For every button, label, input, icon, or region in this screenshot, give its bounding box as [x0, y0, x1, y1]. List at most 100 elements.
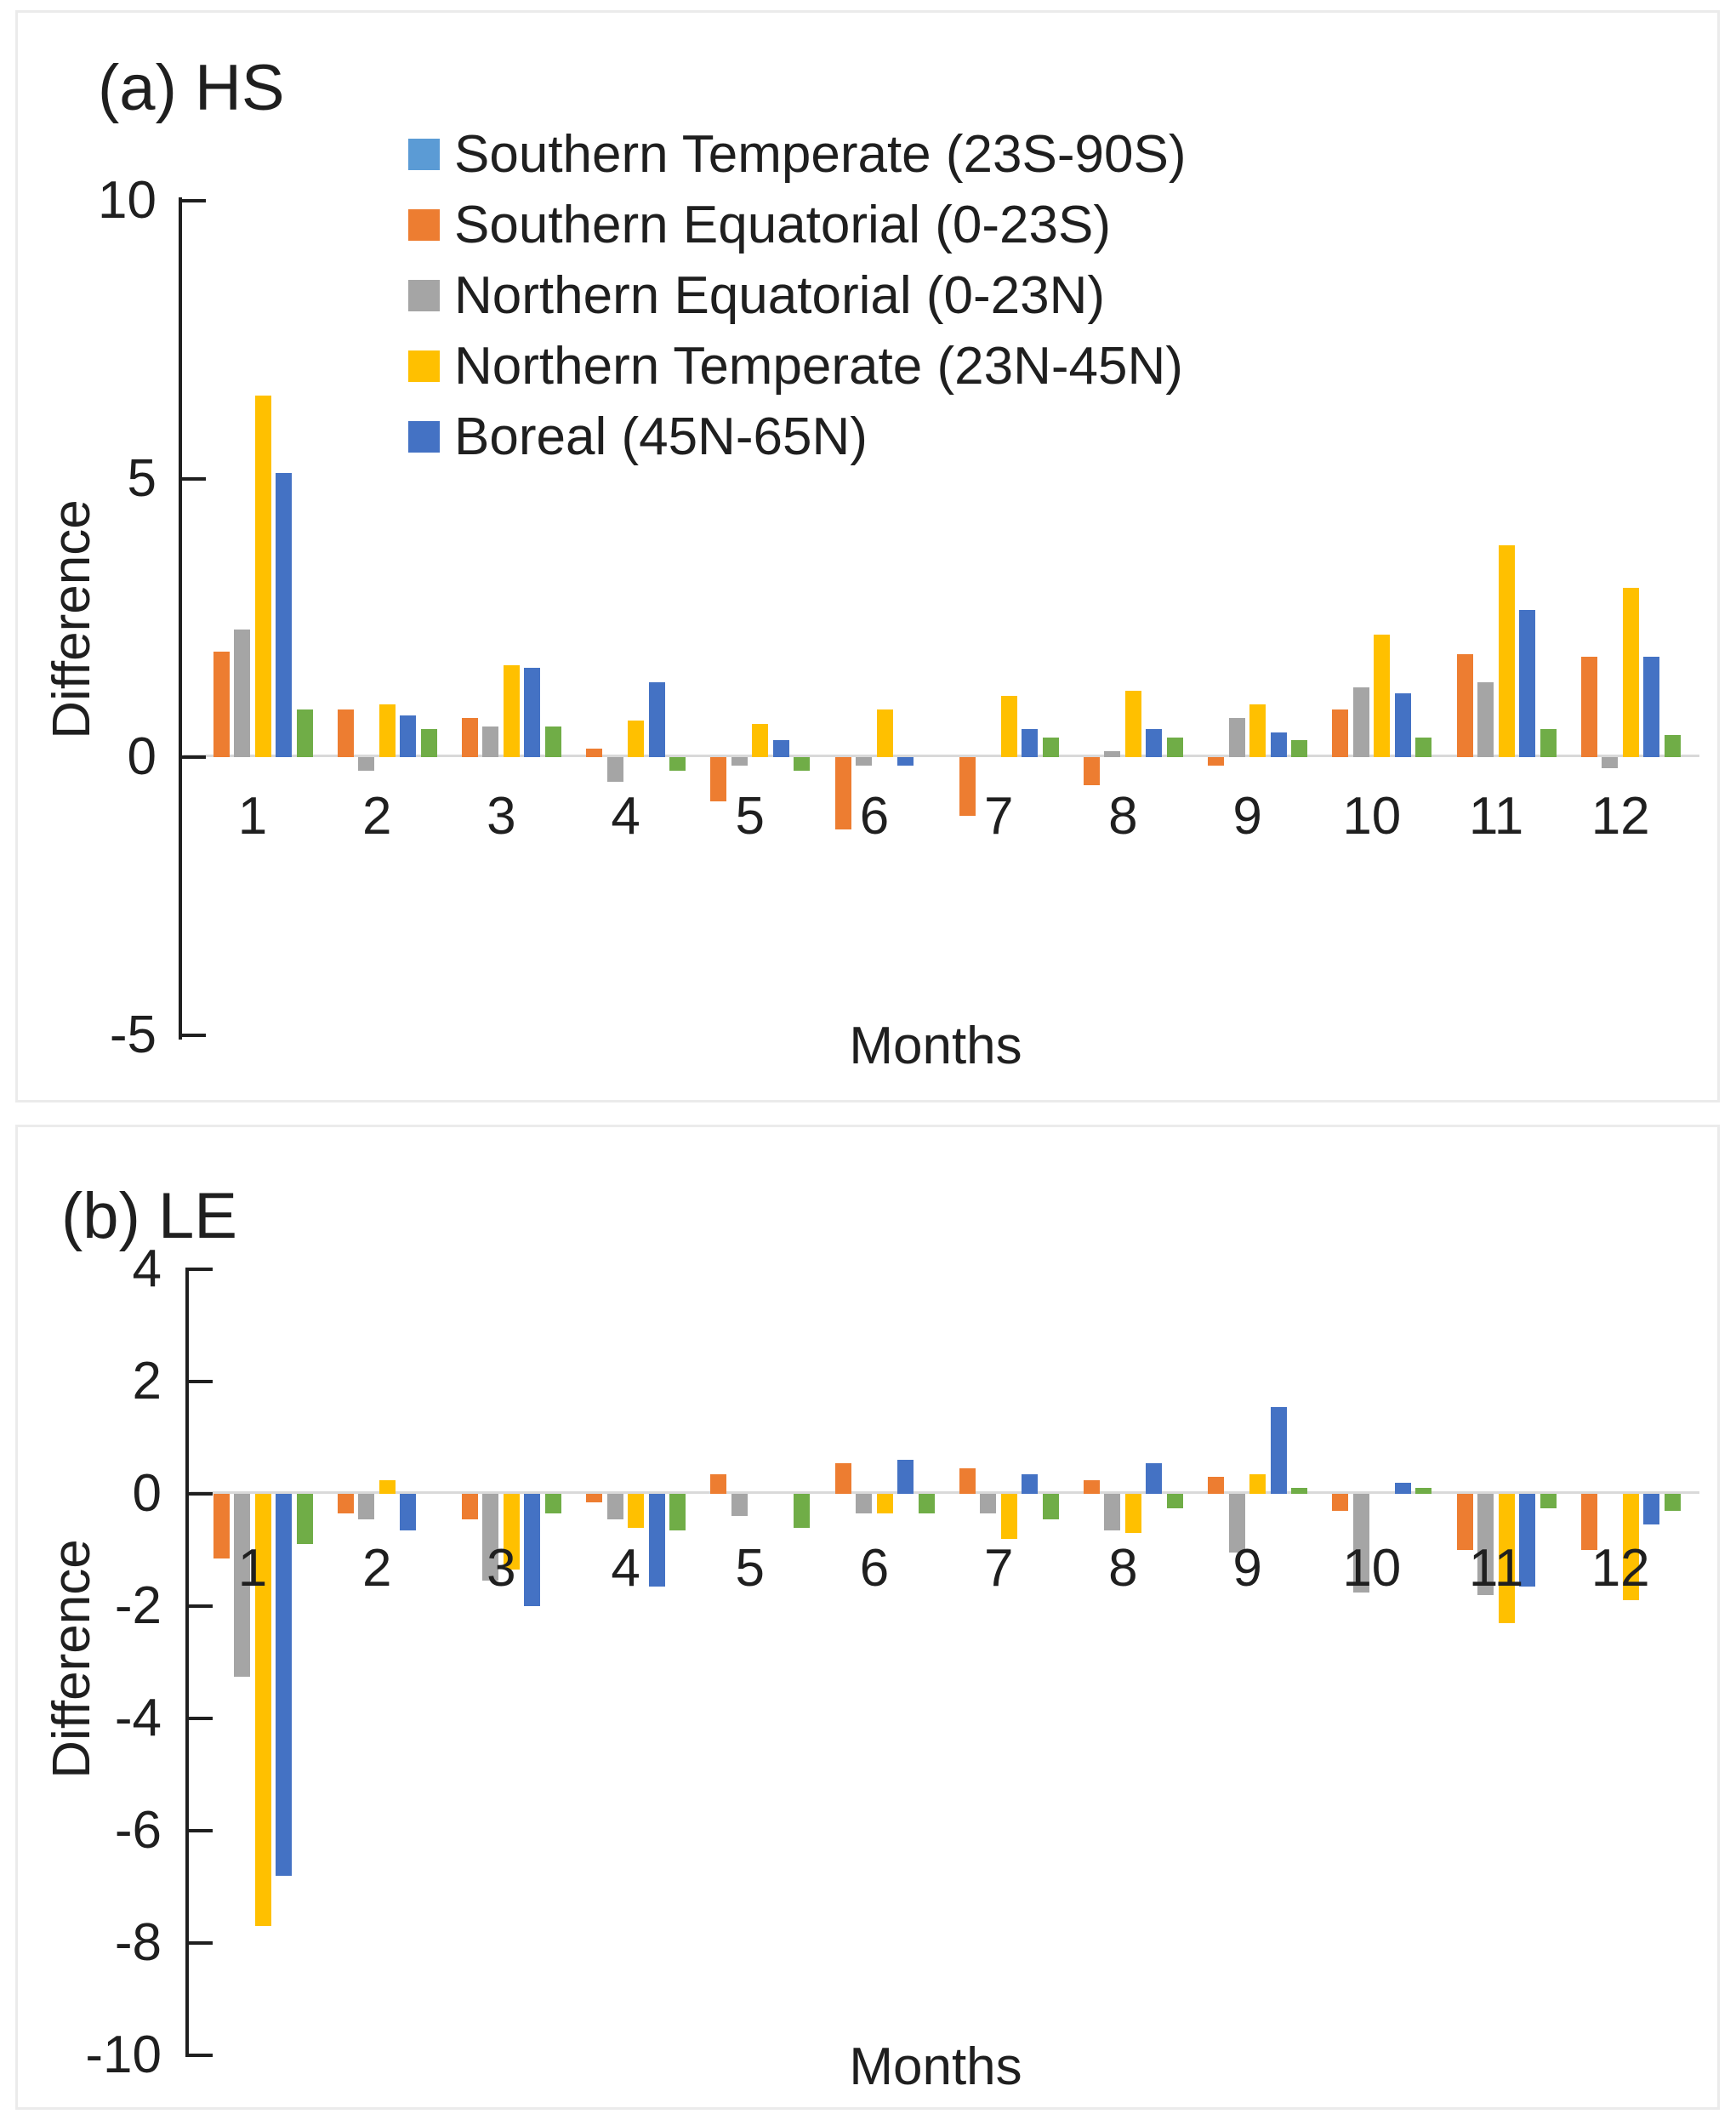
legend-swatch-icon	[408, 280, 440, 311]
bar	[628, 1494, 645, 1528]
y-tick-label: 5	[127, 449, 157, 508]
bar	[461, 1494, 478, 1519]
x-tick-label: 2	[361, 787, 392, 846]
bar	[1208, 757, 1225, 766]
bar	[420, 729, 437, 757]
bar	[918, 1494, 935, 1514]
bar	[856, 757, 872, 766]
legend-item: Southern Temperate (23S-90S)	[408, 119, 1186, 190]
bar	[834, 757, 851, 830]
x-tick-label: 6	[859, 1539, 890, 1598]
y-tick-mark	[189, 1829, 213, 1832]
bar	[400, 1494, 417, 1530]
bar	[1249, 704, 1266, 757]
bar	[1415, 738, 1432, 757]
legend-item: Southern Equatorial (0-23S)	[408, 190, 1186, 260]
bar	[1104, 751, 1121, 757]
x-tick-label: 1	[237, 1539, 268, 1598]
y-axis-line	[185, 1268, 189, 2057]
bar	[1415, 1488, 1432, 1494]
x-tick-label: 4	[611, 1539, 640, 1598]
bar	[1456, 1494, 1473, 1550]
bar	[710, 757, 727, 802]
bar	[731, 1494, 748, 1517]
bar	[524, 668, 541, 757]
y-tick-label: 2	[132, 1352, 162, 1410]
x-tick-label: 12	[1591, 1539, 1650, 1598]
bar	[731, 757, 748, 766]
bar	[834, 1462, 851, 1494]
bar	[586, 749, 603, 757]
x-tick-label: 7	[983, 787, 1014, 846]
x-tick-label: 5	[735, 1539, 766, 1598]
panel-b-le	[15, 1125, 1720, 2110]
bar	[794, 757, 811, 772]
legend-item: Boreal (45N-65N)	[408, 402, 1186, 472]
bar	[234, 1494, 250, 1677]
x-tick-label: 4	[611, 787, 640, 846]
x-tick-label: 10	[1342, 787, 1402, 846]
y-tick-label: -8	[114, 1913, 162, 1972]
bar	[213, 1494, 230, 1558]
x-tick-label: 11	[1468, 1539, 1524, 1598]
bar	[1477, 1494, 1494, 1595]
x-tick-label: 8	[1108, 787, 1138, 846]
bar	[1622, 1494, 1639, 1601]
y-tick-label: 0	[127, 727, 157, 786]
bar	[606, 1494, 623, 1519]
y-tick-mark	[189, 2054, 213, 2057]
y-tick-label: 4	[132, 1239, 162, 1298]
panel-a-hs	[15, 10, 1720, 1103]
bar	[959, 1468, 976, 1494]
x-tick-label: 9	[1232, 787, 1262, 846]
bar	[503, 1494, 520, 1570]
bar	[1166, 1494, 1183, 1508]
bar	[1332, 709, 1349, 757]
bar	[1519, 609, 1535, 757]
y-tick-mark	[189, 1268, 213, 1271]
bar	[296, 1494, 313, 1545]
bar	[897, 757, 914, 766]
y-tick-label: -10	[85, 2026, 162, 2084]
bar	[1602, 757, 1619, 769]
legend-swatch-icon	[408, 139, 440, 170]
bar	[1519, 1494, 1535, 1587]
bar	[503, 665, 520, 757]
y-tick-label: -4	[114, 1689, 162, 1747]
legend: Southern Temperate (23S-90S) Southern Equ…	[408, 119, 1186, 472]
bar	[1146, 1462, 1163, 1494]
bar	[1083, 1479, 1100, 1494]
y-tick-mark	[182, 1034, 206, 1037]
bar	[876, 1494, 893, 1514]
bar	[1022, 1473, 1039, 1494]
bar	[648, 681, 665, 757]
bar	[752, 723, 769, 757]
bar	[1664, 1494, 1681, 1511]
bar	[1456, 654, 1473, 757]
zero-gridline	[184, 755, 1699, 757]
x-tick-label: 6	[859, 787, 890, 846]
bar	[1374, 635, 1391, 757]
y-tick-label: -6	[114, 1801, 162, 1860]
bar	[358, 757, 375, 772]
bar	[1580, 657, 1597, 757]
bar	[856, 1494, 872, 1514]
panel-b-title: (b) LE	[61, 1180, 237, 1252]
bar	[1580, 1494, 1597, 1550]
x-tick-label: 3	[487, 787, 516, 846]
y-tick-label: -5	[109, 1006, 157, 1064]
zero-gridline	[191, 1491, 1699, 1494]
bar	[628, 721, 645, 757]
legend-swatch-icon	[408, 350, 440, 382]
x-tick-label: 11	[1468, 787, 1524, 846]
bar	[276, 473, 292, 757]
bar	[669, 757, 686, 772]
bar	[1477, 681, 1494, 757]
y-tick-mark	[182, 477, 206, 481]
bar	[897, 1460, 914, 1494]
bar	[710, 1473, 727, 1494]
bar	[461, 718, 478, 757]
y-tick-label: -2	[114, 1576, 162, 1635]
bar	[358, 1494, 375, 1519]
